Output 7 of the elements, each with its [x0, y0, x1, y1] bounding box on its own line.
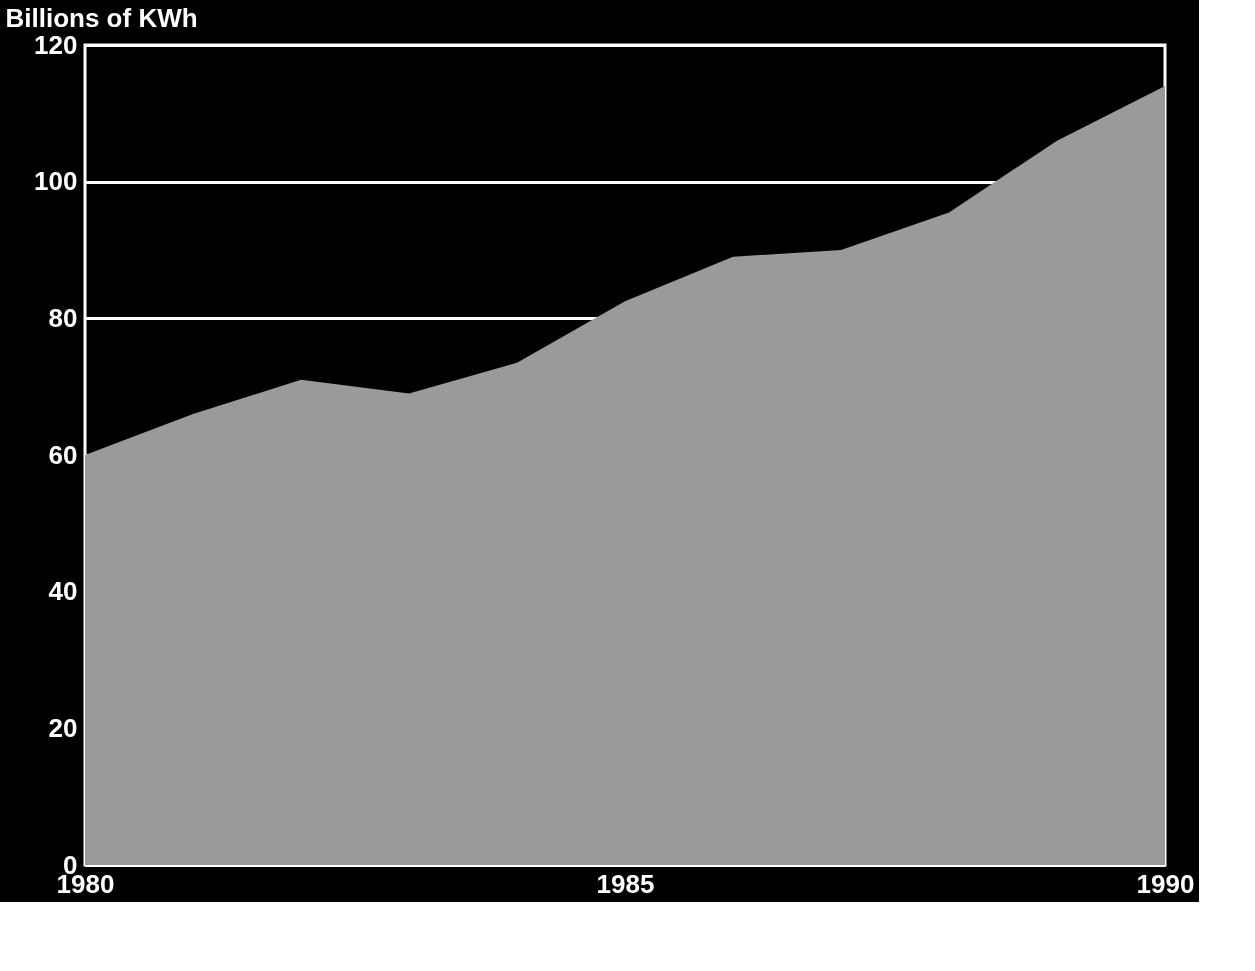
- x-tick-label: 1985: [596, 868, 655, 899]
- y-tick-label: 100: [34, 166, 78, 197]
- y-tick-label: 20: [48, 712, 78, 743]
- y-tick-label: 60: [48, 439, 78, 470]
- y-tick-label: 80: [48, 302, 78, 333]
- x-tick-label: 1990: [1136, 868, 1195, 899]
- y-tick-label: 40: [48, 576, 78, 607]
